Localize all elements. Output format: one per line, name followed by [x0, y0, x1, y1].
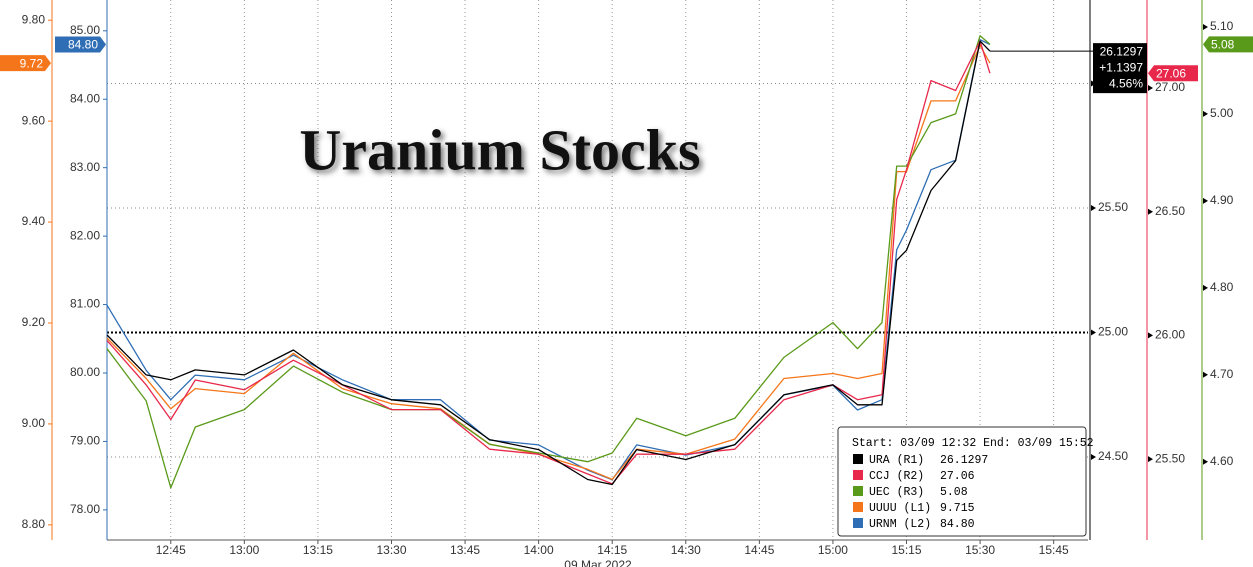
tag-label: 26.1297: [1100, 44, 1144, 58]
legend-value: 27.06: [940, 470, 975, 483]
legend-title: Start: 03/09 12:32 End: 03/09 15:52: [852, 437, 1094, 450]
x-tick-label: 14:00: [524, 543, 554, 557]
y-tick-label: 5.00: [1210, 106, 1234, 120]
grid: [107, 0, 1088, 540]
x-tick-label: 13:00: [229, 543, 259, 557]
x-tick-label: 15:30: [965, 543, 995, 557]
legend-box: [837, 426, 1087, 537]
legend-label: UEC (R3): [869, 486, 924, 499]
x-tick-label: 12:45: [156, 543, 186, 557]
x-tick-label: 15:00: [818, 543, 848, 557]
tag-box: [1203, 36, 1253, 53]
y-tick-label: 81.00: [70, 297, 100, 311]
legend-value: 84.80: [940, 518, 975, 531]
y-tick: [1091, 204, 1096, 211]
tags: 26.1297 +1.1397 4.56% 27.06 5.08 9.72 84.80: [0, 36, 1253, 94]
y-tick: [1203, 197, 1208, 204]
y-tick: [1148, 456, 1153, 463]
y-tick: [1091, 454, 1096, 461]
lines: [106, 35, 991, 489]
y-tick: [1148, 85, 1153, 92]
y-tick: [1148, 332, 1153, 339]
series-line: [106, 35, 991, 489]
y-tick-label: 4.60: [1210, 454, 1234, 468]
y-tick-label: 4.80: [1210, 280, 1234, 294]
y-tick-label: 78.00: [70, 502, 100, 516]
x-tick-label: 13:30: [376, 543, 406, 557]
tag-label: 84.80: [68, 38, 98, 52]
y-tick-label: 4.70: [1210, 367, 1234, 381]
legend-swatch: [853, 470, 863, 480]
legend: Start: 03/09 12:32 End: 03/09 15:52 URA …: [837, 426, 1094, 537]
x-tick-label: 14:45: [744, 543, 774, 557]
y-tick-label: 25.00: [1098, 325, 1128, 339]
y-tick-label: 5.10: [1210, 19, 1234, 33]
tag-box: [1148, 65, 1198, 82]
y-tick: [1203, 23, 1208, 30]
x-axis-label: 09 Mar 2022: [564, 558, 632, 567]
chart-title: Uranium Stocks: [299, 117, 700, 182]
y-tick-label: 8.80: [22, 517, 46, 531]
tag-label: 4.56%: [1109, 76, 1143, 90]
y-tick-label: 9.80: [22, 12, 46, 26]
y-tick-label: 9.60: [22, 113, 46, 127]
x-tick-label: 13:15: [303, 543, 333, 557]
tag-box: [0, 55, 51, 72]
y-tick-label: 9.00: [22, 416, 46, 430]
y-tick-label: 4.90: [1210, 193, 1234, 207]
y-tick-label: 84.00: [70, 91, 100, 105]
tag-box: [55, 36, 106, 53]
series-line: [106, 40, 991, 485]
y-tick-label: 82.00: [70, 228, 100, 242]
series-line: [106, 44, 991, 481]
y-tick-label: 27.00: [1155, 80, 1185, 94]
legend-swatch: [853, 502, 863, 512]
y-tick-label: 26.00: [1155, 328, 1185, 342]
tag-label: 27.06: [1156, 66, 1186, 80]
y-tick: [1203, 110, 1208, 117]
tag-label: 9.72: [20, 56, 44, 70]
y-tick-label: 9.40: [22, 214, 46, 228]
y-tick: [1148, 208, 1153, 215]
tag-box: [1093, 43, 1147, 94]
legend-label: CCJ (R2): [869, 470, 924, 483]
y-tick-label: 24.50: [1098, 449, 1128, 463]
y-tick-label: 79.00: [70, 434, 100, 448]
legend-value: 9.715: [940, 502, 975, 515]
y-tick-label: 25.50: [1155, 451, 1185, 465]
x-tick-label: 14:30: [671, 543, 701, 557]
y-tick-label: 25.50: [1098, 200, 1128, 214]
y-tick-label: 9.20: [22, 315, 46, 329]
x-tick-label: 15:15: [891, 543, 921, 557]
legend-swatch: [853, 454, 863, 464]
legend-value: 26.1297: [940, 454, 988, 467]
x-tick-label: 15:45: [1039, 543, 1069, 557]
y-tick-label: 80.00: [70, 365, 100, 379]
x-tick-label: 13:45: [450, 543, 480, 557]
legend-label: URNM (L2): [869, 518, 931, 531]
y-tick-label: 85.00: [70, 23, 100, 37]
tag-label: 5.08: [1211, 38, 1235, 52]
y-tick: [1203, 284, 1208, 291]
legend-swatch: [853, 518, 863, 528]
y-tick: [1203, 458, 1208, 465]
legend-value: 5.08: [940, 486, 968, 499]
y-tick-label: 26.50: [1155, 204, 1185, 218]
legend-swatch: [853, 486, 863, 496]
x-tick-label: 14:15: [597, 543, 627, 557]
y-tick: [1203, 371, 1208, 378]
legend-label: URA (R1): [869, 454, 924, 467]
tag-label: +1.1397: [1099, 60, 1143, 74]
y-tick-label: 83.00: [70, 160, 100, 174]
series-line: [106, 39, 991, 481]
series-line: [106, 40, 991, 486]
legend-label: UUUU (L1): [869, 502, 931, 515]
y-tick: [1091, 329, 1096, 336]
